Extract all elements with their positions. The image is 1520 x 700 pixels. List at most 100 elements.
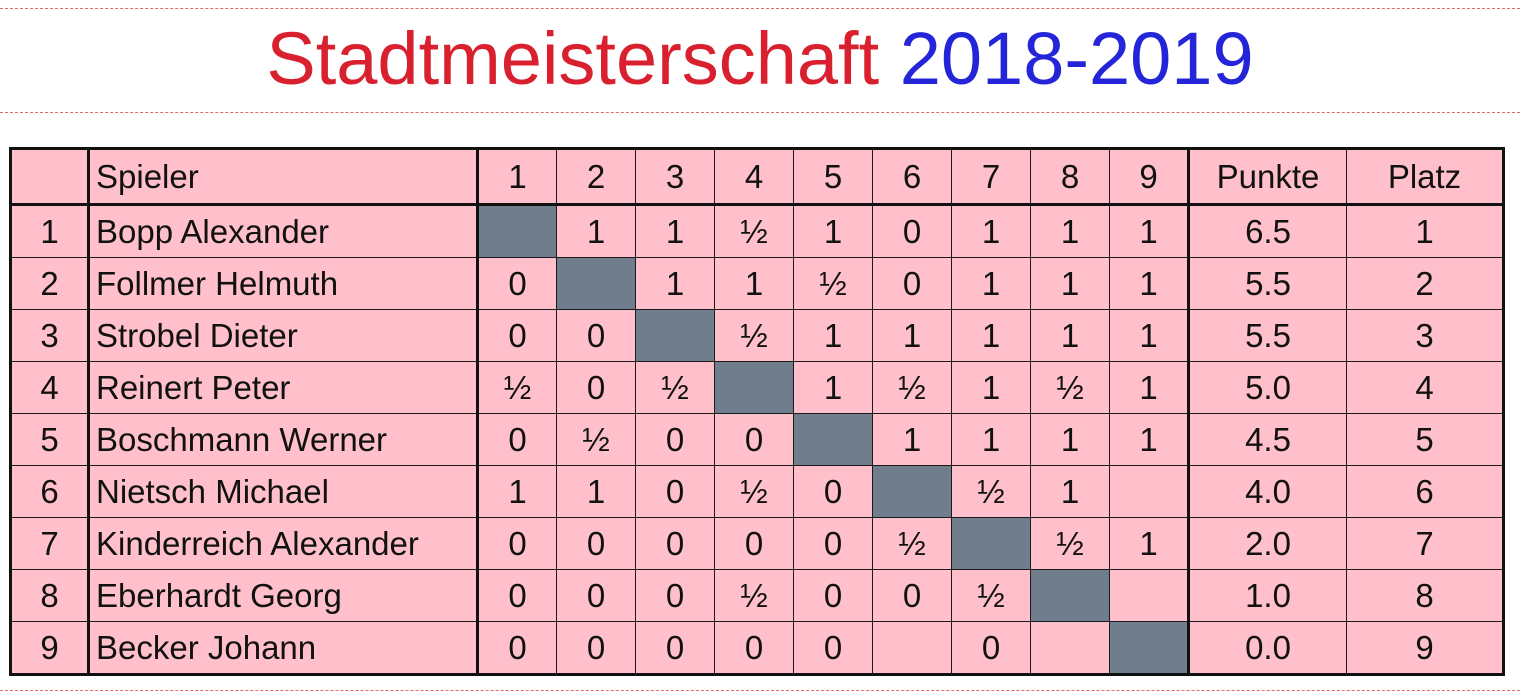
diagonal-cell <box>556 257 636 310</box>
row-number: 5 <box>10 413 89 466</box>
row-number: 7 <box>10 517 89 570</box>
result-cell: 0 <box>714 517 794 570</box>
result-cell: 0 <box>872 204 952 258</box>
result-cell: 0 <box>556 309 636 362</box>
title-divider <box>0 112 1520 113</box>
result-cell: ½ <box>951 465 1031 518</box>
diagonal-cell <box>714 361 794 414</box>
result-cell: 0 <box>793 517 873 570</box>
result-cell: 1 <box>1030 204 1110 258</box>
result-cell: 1 <box>793 361 873 414</box>
diagonal-cell <box>476 204 557 258</box>
result-cell: 1 <box>635 204 715 258</box>
rank-cell: 1 <box>1346 204 1504 258</box>
result-cell: 1 <box>872 413 952 466</box>
header-opponent-6: 6 <box>872 148 952 206</box>
header-points: Punkte <box>1187 148 1347 206</box>
header-opponent-2: 2 <box>556 148 636 206</box>
rank-cell: 5 <box>1346 413 1504 466</box>
header-row: Spieler 1 2 3 4 5 6 7 8 9 Punkte Platz <box>10 148 1504 206</box>
result-cell: 1 <box>476 465 557 518</box>
points-cell: 5.5 <box>1187 257 1347 310</box>
result-cell: 1 <box>1109 517 1189 570</box>
result-cell: 1 <box>714 257 794 310</box>
row-number: 8 <box>10 569 89 622</box>
bottom-dashed-border <box>0 690 1520 691</box>
title-part-1: Stadtmeisterschaft <box>266 17 880 100</box>
table-row: 4 Reinert Peter ½ 0 ½ 1 ½ 1 ½ 1 5.0 4 <box>10 361 1504 414</box>
result-cell: 0 <box>635 569 715 622</box>
result-cell <box>1030 621 1110 675</box>
result-cell: 0 <box>556 621 636 675</box>
result-cell: 0 <box>872 569 952 622</box>
result-cell: ½ <box>872 517 952 570</box>
rank-cell: 3 <box>1346 309 1504 362</box>
table-row: 6 Nietsch Michael 1 1 0 ½ 0 ½ 1 4.0 6 <box>10 465 1504 518</box>
table-row: 1 Bopp Alexander 1 1 ½ 1 0 1 1 1 6.5 1 <box>10 204 1504 258</box>
result-cell: 1 <box>872 309 952 362</box>
result-cell: ½ <box>476 361 557 414</box>
table-row: 8 Eberhardt Georg 0 0 0 ½ 0 0 ½ 1.0 8 <box>10 569 1504 622</box>
result-cell: 1 <box>1109 361 1189 414</box>
result-cell: 1 <box>556 465 636 518</box>
table-row: 7 Kinderreich Alexander 0 0 0 0 0 ½ ½ 1 2.0 7 <box>10 517 1504 570</box>
diagonal-cell <box>872 465 952 518</box>
player-name: Boschmann Werner <box>87 413 478 466</box>
result-cell: 1 <box>1109 413 1189 466</box>
result-cell <box>1109 569 1189 622</box>
result-cell: 0 <box>476 413 557 466</box>
result-cell: 0 <box>556 361 636 414</box>
points-cell: 1.0 <box>1187 569 1347 622</box>
result-cell: ½ <box>1030 361 1110 414</box>
result-cell: 1 <box>1030 309 1110 362</box>
crosstable: Spieler 1 2 3 4 5 6 7 8 9 Punkte Platz 1 Bopp Alexand… <box>9 147 1505 676</box>
points-cell: 4.0 <box>1187 465 1347 518</box>
points-cell: 0.0 <box>1187 621 1347 675</box>
rank-cell: 4 <box>1346 361 1504 414</box>
rank-cell: 2 <box>1346 257 1504 310</box>
result-cell: 0 <box>635 413 715 466</box>
result-cell: 1 <box>1030 465 1110 518</box>
row-number: 3 <box>10 309 89 362</box>
result-cell: ½ <box>556 413 636 466</box>
header-opponent-8: 8 <box>1030 148 1110 206</box>
points-cell: 2.0 <box>1187 517 1347 570</box>
rank-cell: 8 <box>1346 569 1504 622</box>
diagonal-cell <box>951 517 1031 570</box>
result-cell: ½ <box>793 257 873 310</box>
row-number: 4 <box>10 361 89 414</box>
result-cell: 1 <box>635 257 715 310</box>
points-cell: 5.5 <box>1187 309 1347 362</box>
result-cell: ½ <box>714 465 794 518</box>
result-cell: 1 <box>793 309 873 362</box>
points-cell: 6.5 <box>1187 204 1347 258</box>
result-cell: ½ <box>714 569 794 622</box>
result-cell: 1 <box>951 204 1031 258</box>
result-cell: 1 <box>951 413 1031 466</box>
result-cell: ½ <box>872 361 952 414</box>
player-name: Strobel Dieter <box>87 309 478 362</box>
result-cell: 0 <box>476 309 557 362</box>
table-row: 3 Strobel Dieter 0 0 ½ 1 1 1 1 1 5.5 3 <box>10 309 1504 362</box>
result-cell: 0 <box>635 517 715 570</box>
result-cell: 0 <box>476 621 557 675</box>
result-cell: 0 <box>951 621 1031 675</box>
result-cell: 1 <box>951 361 1031 414</box>
rank-cell: 7 <box>1346 517 1504 570</box>
row-number: 9 <box>10 621 89 675</box>
header-player: Spieler <box>87 148 478 206</box>
result-cell: 0 <box>556 569 636 622</box>
result-cell: 0 <box>793 465 873 518</box>
diagonal-cell <box>793 413 873 466</box>
result-cell: 0 <box>793 569 873 622</box>
table-row: 5 Boschmann Werner 0 ½ 0 0 1 1 1 1 4.5 5 <box>10 413 1504 466</box>
result-cell: 1 <box>951 309 1031 362</box>
result-cell: ½ <box>635 361 715 414</box>
result-cell: 1 <box>1030 257 1110 310</box>
header-corner <box>10 148 89 206</box>
result-cell <box>1109 465 1189 518</box>
result-cell: 0 <box>476 517 557 570</box>
result-cell: 0 <box>476 257 557 310</box>
table-row: 9 Becker Johann 0 0 0 0 0 0 0.0 9 <box>10 621 1504 675</box>
header-opponent-3: 3 <box>635 148 715 206</box>
